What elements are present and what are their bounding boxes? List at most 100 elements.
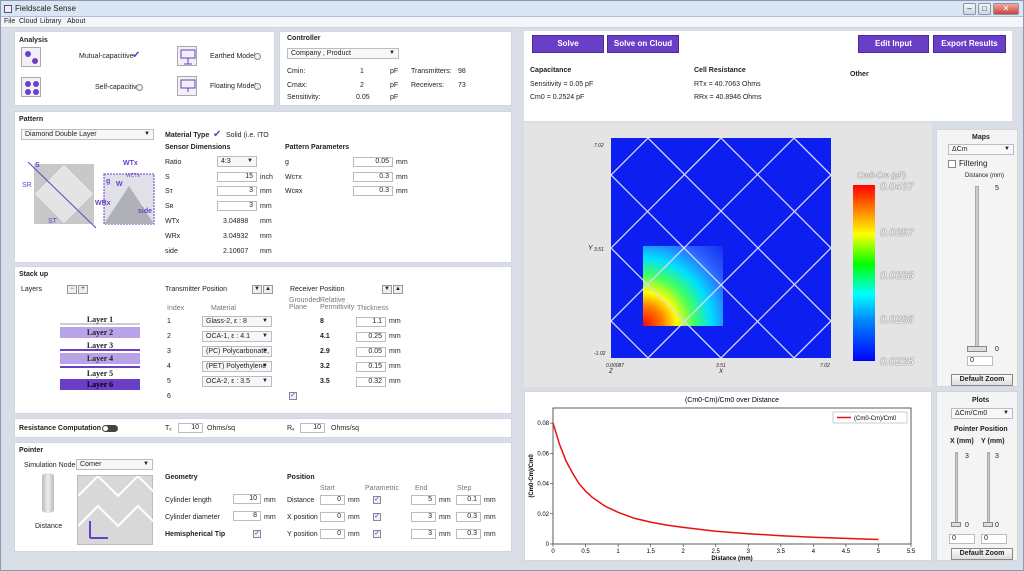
earthed-model-radio[interactable] [254, 53, 261, 60]
position-start-unit: mm [348, 497, 360, 504]
stack-material-select[interactable]: OCA-1, ε : 4.1 [202, 331, 272, 342]
wctx-input[interactable]: 0.3 [353, 172, 393, 182]
maps-select[interactable]: ΔCm [948, 144, 1014, 155]
menu-cloud[interactable]: Cloud [19, 18, 38, 25]
position-step-input[interactable]: 0.1 [456, 495, 481, 505]
product-select[interactable]: Company , Product [287, 48, 399, 59]
g-input[interactable]: 0.05 [353, 157, 393, 167]
heatmap-plot[interactable] [611, 138, 831, 358]
stack-permittivity: 2.9 [320, 348, 330, 355]
layer-5[interactable]: Layer 5 [60, 366, 140, 378]
x-slider-top: 3 [965, 453, 969, 460]
cmax-unit: pF [390, 82, 399, 89]
stack-material-select[interactable]: OCA-2, ε : 3.5 [202, 376, 272, 387]
st-input[interactable]: 3 [217, 186, 257, 196]
maximize-button[interactable]: □ [978, 3, 991, 15]
mutual-check-icon[interactable]: ✔ [132, 50, 141, 61]
remove-layer-button[interactable]: − [67, 285, 77, 294]
sr-input[interactable]: 3 [217, 201, 257, 211]
tx-resistance-input[interactable]: 10 [178, 423, 203, 433]
title-bar: Fieldscale Sense – □ ✕ [1, 1, 1023, 17]
tx-up-button[interactable]: ▲ [263, 285, 273, 294]
menu-library[interactable]: Library [40, 18, 62, 25]
position-end-input[interactable]: 3 [411, 529, 436, 539]
position-step-input[interactable]: 0.3 [456, 529, 481, 539]
close-button[interactable]: ✕ [993, 3, 1019, 15]
rx-resistance-input[interactable]: 10 [300, 423, 325, 433]
x-tick-label: 4.5 [842, 549, 851, 555]
wtx-unit: mm [260, 218, 272, 225]
s-input[interactable]: 15 [217, 172, 257, 182]
solid-check-icon[interactable]: ✔ [213, 129, 222, 140]
minimize-button[interactable]: – [963, 3, 976, 15]
stack-thickness-input[interactable]: 0.15 [356, 362, 386, 372]
distance-slider-handle[interactable] [967, 346, 987, 352]
y-pointer-input[interactable]: 0 [981, 534, 1007, 544]
pattern-type-select[interactable]: Diamond Double Layer [21, 129, 154, 140]
stack-material-select[interactable]: (PC) Polycarbonate, [202, 346, 272, 357]
layer-6[interactable]: Layer 6 [60, 379, 140, 390]
distance-value-input[interactable]: 0 [967, 356, 993, 366]
cylinder-length-input[interactable]: 10 [233, 494, 261, 504]
self-capacitive-radio[interactable] [136, 84, 143, 91]
x-label-mid: X [719, 369, 724, 375]
layer-4[interactable]: Layer 4 [60, 353, 140, 364]
position-start-input[interactable]: 0 [320, 495, 345, 505]
position-step-input[interactable]: 0.3 [456, 512, 481, 522]
layer-2[interactable]: Layer 2 [60, 327, 140, 338]
x-pointer-input[interactable]: 0 [949, 534, 975, 544]
export-results-button[interactable]: Export Results [933, 35, 1006, 53]
stack-thickness-input[interactable]: 0.25 [356, 332, 386, 342]
parametric-checkbox[interactable]: ✓ [373, 496, 381, 504]
floating-model-radio[interactable] [254, 83, 261, 90]
colorbar-tick-5: 0.0235 [880, 356, 914, 368]
heatmap-grid [611, 138, 831, 358]
stack-material-select[interactable]: (PET) Polyethylene [202, 361, 272, 372]
parametric-checkbox[interactable]: ✓ [373, 513, 381, 521]
y-pointer-slider[interactable] [987, 452, 990, 524]
distance-slider[interactable] [975, 186, 979, 350]
stack-thickness-input[interactable]: 1.1 [356, 317, 386, 327]
x-pointer-slider[interactable] [955, 452, 958, 524]
controller-panel: Controller Company , Product Cmin: 1 pF … [279, 31, 512, 106]
grounded-plane-checkbox[interactable]: ✓ [289, 392, 297, 400]
tx-down-button[interactable]: ▼ [252, 285, 262, 294]
position-start-input[interactable]: 0 [320, 512, 345, 522]
menu-about[interactable]: About [67, 18, 86, 25]
stack-thickness-input[interactable]: 0.05 [356, 347, 386, 357]
sensor-dimensions-title: Sensor Dimensions [165, 144, 231, 151]
mutual-capacitive-icon [21, 47, 41, 67]
hemispherical-tip-checkbox[interactable]: ✓ [253, 530, 261, 538]
cmin-value: 1 [360, 68, 364, 75]
layer-3[interactable]: Layer 3 [60, 340, 140, 351]
line-chart[interactable]: (Cm0-Cm)/Cm0 over Distance 0 0.5 1 1.5 2 2.5 3 3… [524, 391, 932, 562]
heatmap-view[interactable]: 7.02 3.51 Y -1.02 0.00087 Z 3.51 X 7.02 … [524, 123, 932, 387]
ratio-select[interactable]: 4:3 [217, 156, 257, 167]
cylinder-diameter-input[interactable]: 8 [233, 511, 261, 521]
plots-select[interactable]: ΔCm/Cm0 [951, 408, 1013, 419]
stack-thickness-input[interactable]: 0.32 [356, 377, 386, 387]
x-pointer-slider-handle[interactable] [951, 522, 961, 527]
plots-default-zoom-button[interactable]: Default Zoom [951, 548, 1013, 560]
position-start-input[interactable]: 0 [320, 529, 345, 539]
position-end-input[interactable]: 3 [411, 512, 436, 522]
layer-1[interactable]: Layer 1 [60, 314, 140, 325]
side-value: 2.10607 [223, 248, 249, 255]
simulation-node-select[interactable]: Corner [76, 459, 153, 470]
solve-on-cloud-button[interactable]: Solve on Cloud [607, 35, 679, 53]
menu-file[interactable]: File [4, 18, 16, 25]
rx-down-button[interactable]: ▼ [382, 285, 392, 294]
rx-up-button[interactable]: ▲ [393, 285, 403, 294]
position-end-input[interactable]: 5 [411, 495, 436, 505]
solve-button[interactable]: Solve [532, 35, 604, 53]
wcrx-input[interactable]: 0.3 [353, 186, 393, 196]
parametric-checkbox[interactable]: ✓ [373, 530, 381, 538]
resistance-toggle[interactable] [102, 425, 118, 432]
filtering-checkbox[interactable] [948, 160, 956, 168]
y-pointer-slider-handle[interactable] [983, 522, 993, 527]
edit-input-button[interactable]: Edit Input [858, 35, 929, 53]
receivers-value: 73 [458, 82, 466, 89]
stack-material-select[interactable]: Glass-2, ε : 8 [202, 316, 272, 327]
maps-default-zoom-button[interactable]: Default Zoom [951, 374, 1013, 386]
add-layer-button[interactable]: + [78, 285, 88, 294]
